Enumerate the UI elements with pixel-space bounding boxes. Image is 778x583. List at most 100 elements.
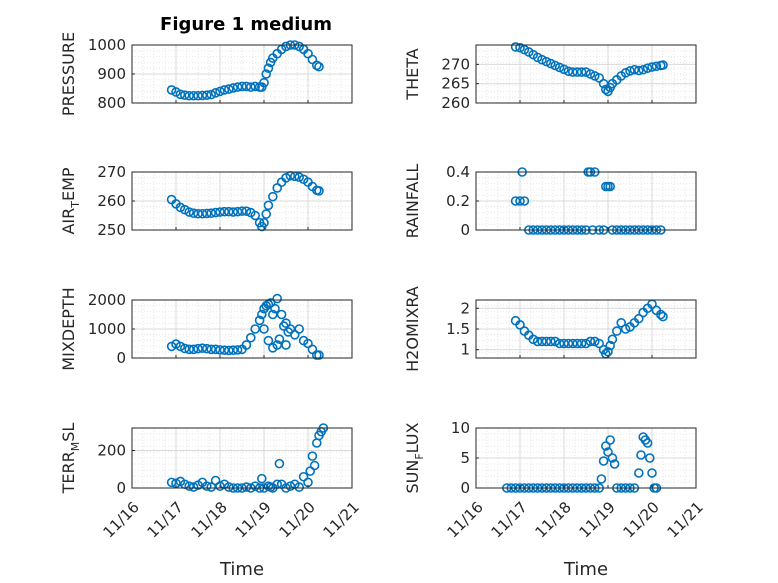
data-point bbox=[274, 458, 285, 469]
data-point bbox=[175, 341, 186, 352]
y-tick-label: 0.4 bbox=[446, 163, 470, 181]
data-point bbox=[314, 350, 324, 360]
data-point bbox=[197, 343, 208, 353]
data-point bbox=[202, 343, 212, 354]
data-point bbox=[658, 60, 668, 70]
x-tick-label: 11/17 bbox=[144, 498, 187, 541]
data-point bbox=[272, 293, 283, 304]
data-point bbox=[585, 69, 596, 79]
subplot-6: 0 200 11/16 11/17 11/18 11/19 11/20 11/21 TERRMS… bbox=[59, 423, 363, 580]
data-point bbox=[219, 85, 230, 95]
data-point bbox=[197, 90, 208, 101]
data-point bbox=[550, 60, 561, 71]
data-point bbox=[241, 482, 252, 492]
data-point bbox=[307, 451, 318, 461]
data-point bbox=[611, 326, 622, 336]
data-point bbox=[545, 58, 556, 69]
y-tick-label: 10 bbox=[451, 419, 470, 437]
data-point bbox=[241, 81, 252, 92]
x-tick-label: 11/21 bbox=[320, 498, 363, 541]
data-point bbox=[294, 324, 305, 334]
data-point bbox=[261, 209, 272, 219]
y-axis-label: PRESSURE bbox=[59, 32, 78, 116]
y-tick-label: 200 bbox=[97, 442, 126, 460]
data-point bbox=[605, 181, 616, 192]
data-point bbox=[596, 474, 607, 484]
data-point bbox=[228, 207, 238, 217]
data-point bbox=[581, 67, 591, 77]
data-point bbox=[180, 343, 190, 354]
x-tick-label: 11/20 bbox=[276, 498, 319, 541]
y-tick-label: 1000 bbox=[88, 36, 126, 54]
data-point bbox=[210, 207, 221, 218]
data-point bbox=[224, 84, 234, 94]
data-point bbox=[274, 334, 285, 344]
data-point bbox=[254, 315, 265, 326]
data-point bbox=[202, 90, 212, 100]
data-point bbox=[224, 482, 234, 492]
data-point bbox=[600, 441, 611, 451]
data-point bbox=[585, 336, 596, 347]
subplot-2: 250 260 270 AIRTEMP bbox=[59, 163, 353, 239]
x-tick-label: 11/18 bbox=[532, 498, 575, 541]
y-axis-label: SUNFLUX bbox=[403, 422, 426, 493]
data-point bbox=[224, 206, 234, 217]
data-point bbox=[256, 473, 267, 484]
data-point bbox=[232, 82, 243, 92]
data-point bbox=[647, 468, 657, 478]
data-point bbox=[576, 338, 587, 349]
subplot-7: 0 5 10 11/16 11/17 11/18 11/19 11/20 11/21 SUNFLU… bbox=[403, 419, 707, 580]
data-point bbox=[510, 196, 521, 206]
data-point bbox=[281, 173, 291, 183]
data-point bbox=[519, 196, 530, 206]
data-point bbox=[633, 313, 644, 324]
data-point bbox=[638, 64, 649, 75]
y-tick-label: 265 bbox=[441, 75, 470, 93]
y-tick-label: 1 bbox=[460, 341, 470, 359]
axes-frame bbox=[131, 427, 353, 489]
data-point bbox=[259, 217, 269, 228]
data-point bbox=[537, 54, 547, 65]
data-point bbox=[270, 303, 280, 314]
data-point bbox=[281, 41, 291, 52]
data-point bbox=[532, 336, 543, 347]
data-point bbox=[267, 309, 278, 320]
data-point bbox=[605, 435, 616, 445]
data-point bbox=[651, 61, 662, 72]
data-point bbox=[625, 66, 635, 76]
data-point bbox=[589, 336, 600, 347]
data-point bbox=[515, 196, 525, 206]
data-point bbox=[294, 482, 305, 492]
data-point bbox=[175, 89, 186, 100]
data-point bbox=[210, 344, 221, 355]
data-point bbox=[166, 85, 177, 95]
data-point bbox=[261, 69, 272, 79]
data-point bbox=[202, 208, 212, 219]
data-point bbox=[241, 206, 252, 216]
y-tick-label: 800 bbox=[97, 94, 126, 112]
data-point bbox=[259, 324, 269, 334]
data-point bbox=[510, 42, 521, 52]
x-tick-label: 11/16 bbox=[100, 498, 143, 541]
data-point bbox=[515, 320, 525, 330]
y-tick-label: 2000 bbox=[88, 291, 126, 309]
data-point bbox=[563, 66, 574, 77]
data-point bbox=[228, 345, 238, 355]
x-tick-label: 11/18 bbox=[188, 498, 231, 541]
data-point bbox=[224, 345, 234, 356]
data-point bbox=[188, 208, 199, 218]
data-point bbox=[515, 42, 525, 53]
data-point bbox=[193, 208, 203, 219]
subplot-3: 0 0.2 0.4 RAINFALL bbox=[403, 163, 697, 239]
x-tick-label: 11/19 bbox=[232, 498, 275, 541]
data-point bbox=[256, 309, 267, 320]
data-point bbox=[188, 344, 199, 355]
data-point bbox=[642, 438, 653, 448]
data-point bbox=[237, 206, 247, 216]
data-point bbox=[241, 340, 252, 350]
x-tick-label: 11/16 bbox=[444, 498, 487, 541]
figure-title: Figure 1 medium bbox=[160, 14, 332, 35]
data-point bbox=[605, 340, 616, 351]
